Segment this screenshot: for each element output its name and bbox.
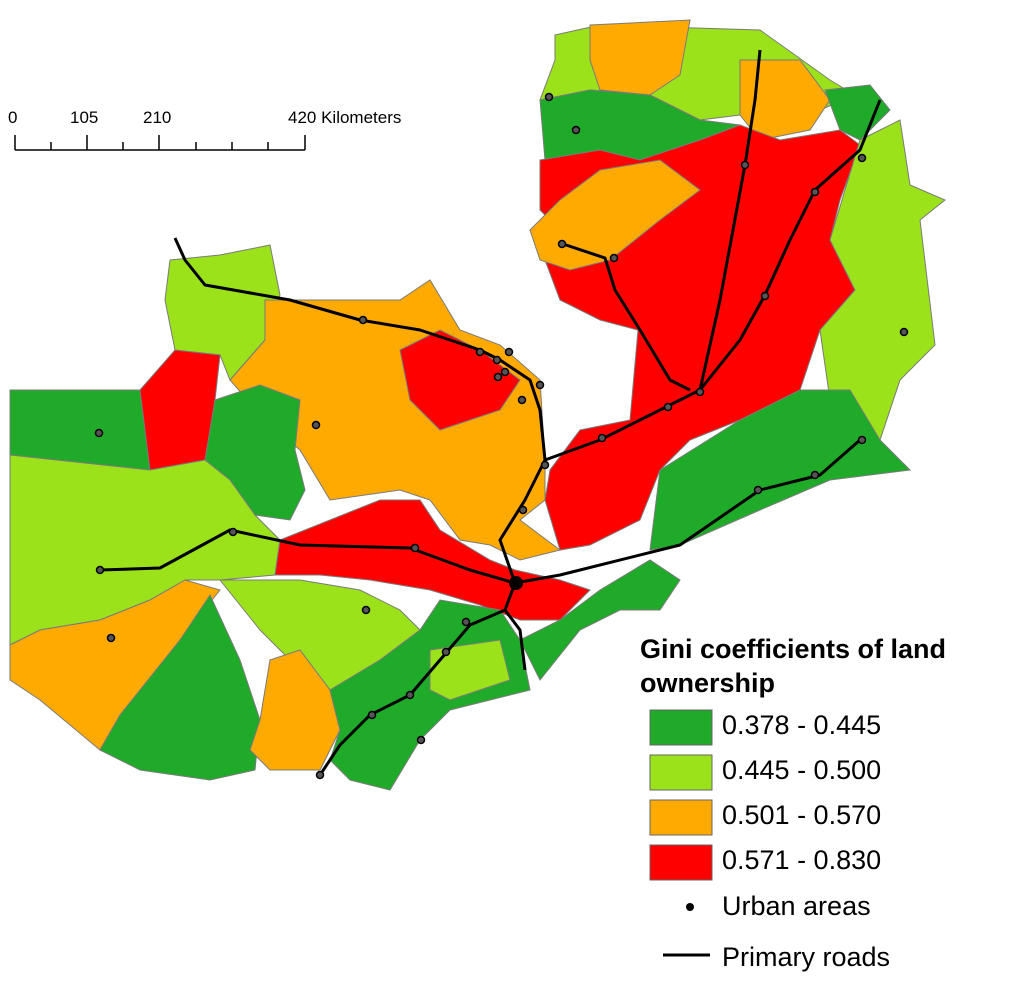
urban-area	[493, 372, 503, 382]
region	[519, 559, 681, 681]
road	[173, 237, 547, 584]
urban-area	[228, 527, 238, 537]
urban-area	[544, 92, 554, 102]
legend	[649, 709, 713, 957]
urban-area	[695, 387, 705, 397]
urban-area	[609, 253, 619, 263]
region	[649, 389, 912, 551]
scale-label: 0	[8, 108, 18, 127]
road	[318, 582, 517, 776]
region	[529, 159, 701, 271]
scale-label: 105	[70, 108, 99, 127]
scale-bar	[14, 135, 306, 151]
urban-area	[410, 543, 420, 553]
legend-label: 0.378 - 0.445	[722, 710, 882, 740]
road	[559, 241, 691, 392]
region	[399, 329, 521, 431]
urban-area	[557, 239, 567, 249]
region	[429, 639, 511, 701]
urban-area	[753, 485, 763, 495]
scale-label: 210	[143, 108, 172, 127]
urban-area	[441, 647, 451, 657]
legend-swatch	[649, 709, 713, 746]
urban-area	[95, 565, 105, 575]
urban-area	[358, 315, 368, 325]
urban-area	[810, 470, 820, 480]
urban-area	[810, 187, 820, 197]
urban-area	[311, 420, 321, 430]
region	[824, 84, 891, 141]
urban-area	[540, 460, 550, 470]
urban-area	[740, 160, 750, 170]
urban-area	[94, 428, 104, 438]
urban-area	[405, 690, 415, 700]
urban-area	[518, 505, 528, 515]
legend-label: 0.571 - 0.830	[722, 845, 882, 875]
legend-label: Primary roads	[722, 942, 891, 972]
road	[503, 609, 527, 671]
urban-area	[475, 347, 485, 357]
scale-label: 420 Kilometers	[288, 108, 402, 127]
urban-area	[416, 735, 426, 745]
urban-area	[571, 125, 581, 135]
urban-area	[504, 347, 514, 357]
legend-label: Urban areas	[722, 891, 871, 921]
legend-title: Gini coefficients of land ownership	[640, 634, 947, 698]
urban-area	[857, 153, 867, 163]
urban-area	[500, 367, 510, 377]
urban-area	[361, 605, 371, 615]
urban-area	[760, 291, 770, 301]
legend-swatch	[649, 799, 713, 836]
urban-area	[367, 710, 377, 720]
region	[739, 59, 831, 141]
legend-swatch	[649, 754, 713, 791]
urban-area	[663, 402, 673, 412]
urban-area	[461, 617, 471, 627]
road	[544, 99, 882, 462]
legend-label: 0.445 - 0.500	[722, 755, 882, 785]
urban-area	[315, 770, 325, 780]
urban-area	[106, 633, 116, 643]
urban-area	[535, 380, 545, 390]
road	[99, 438, 861, 585]
urban-area	[492, 355, 502, 365]
legend-swatch	[649, 844, 713, 881]
urban-area	[857, 435, 867, 445]
urban-area	[899, 327, 909, 337]
urban-areas	[94, 92, 909, 780]
legend-urban-symbol	[686, 903, 694, 911]
urban-area	[517, 395, 527, 405]
urban-area	[597, 433, 607, 443]
legend-label: 0.501 - 0.570	[722, 800, 882, 830]
capital	[509, 576, 523, 590]
